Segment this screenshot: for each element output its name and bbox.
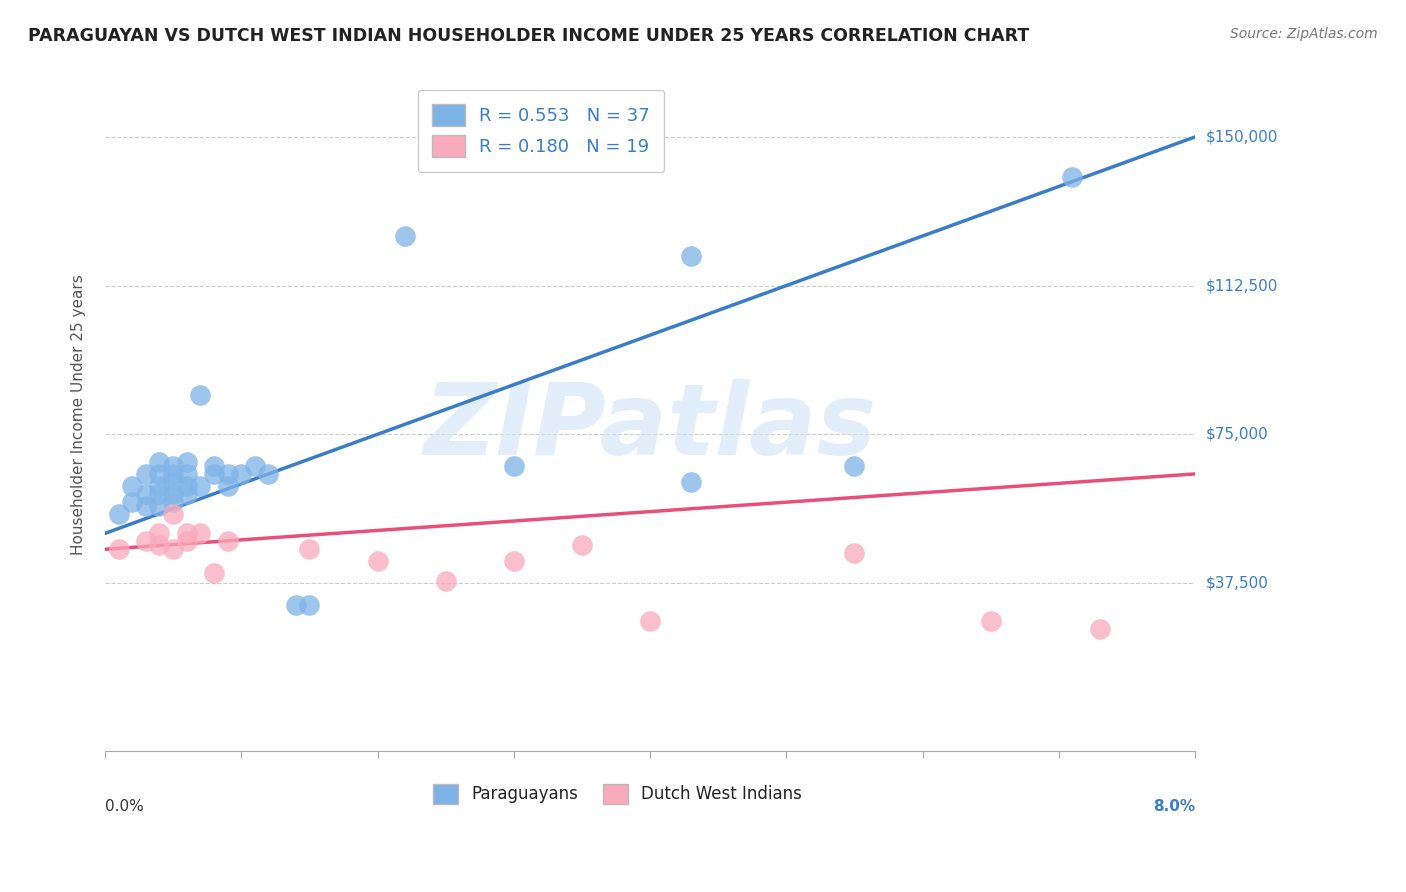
Point — [217, 467, 239, 481]
Point — [176, 534, 198, 549]
Point — [190, 526, 212, 541]
Point — [162, 467, 184, 481]
Legend: Paraguayans, Dutch West Indians: Paraguayans, Dutch West Indians — [426, 777, 808, 811]
Point — [638, 614, 661, 628]
Point — [148, 455, 170, 469]
Point — [135, 487, 157, 501]
Point — [298, 542, 321, 557]
Point — [121, 479, 143, 493]
Point — [679, 249, 702, 263]
Point — [202, 566, 225, 580]
Point — [434, 574, 457, 588]
Point — [502, 458, 524, 473]
Point — [190, 387, 212, 401]
Point — [176, 487, 198, 501]
Point — [298, 598, 321, 612]
Point — [148, 467, 170, 481]
Point — [844, 546, 866, 560]
Point — [231, 467, 253, 481]
Point — [190, 479, 212, 493]
Point — [257, 467, 280, 481]
Point — [148, 487, 170, 501]
Point — [217, 479, 239, 493]
Point — [148, 479, 170, 493]
Point — [162, 494, 184, 508]
Text: $112,500: $112,500 — [1206, 278, 1278, 293]
Point — [107, 507, 129, 521]
Point — [1062, 169, 1084, 184]
Point — [176, 526, 198, 541]
Point — [162, 487, 184, 501]
Text: PARAGUAYAN VS DUTCH WEST INDIAN HOUSEHOLDER INCOME UNDER 25 YEARS CORRELATION CH: PARAGUAYAN VS DUTCH WEST INDIAN HOUSEHOL… — [28, 27, 1029, 45]
Point — [571, 538, 593, 552]
Point — [679, 475, 702, 489]
Point — [162, 475, 184, 489]
Text: $150,000: $150,000 — [1206, 129, 1278, 145]
Point — [107, 542, 129, 557]
Point — [366, 554, 388, 568]
Point — [148, 499, 170, 513]
Text: $75,000: $75,000 — [1206, 426, 1268, 442]
Point — [148, 538, 170, 552]
Text: Source: ZipAtlas.com: Source: ZipAtlas.com — [1230, 27, 1378, 41]
Point — [980, 614, 1002, 628]
Point — [202, 467, 225, 481]
Point — [844, 458, 866, 473]
Point — [1088, 622, 1111, 636]
Point — [176, 479, 198, 493]
Point — [502, 554, 524, 568]
Point — [394, 229, 416, 244]
Point — [284, 598, 307, 612]
Point — [135, 534, 157, 549]
Text: 8.0%: 8.0% — [1153, 798, 1195, 814]
Point — [162, 507, 184, 521]
Point — [135, 499, 157, 513]
Y-axis label: Householder Income Under 25 years: Householder Income Under 25 years — [72, 274, 86, 555]
Point — [162, 542, 184, 557]
Point — [217, 534, 239, 549]
Text: $37,500: $37,500 — [1206, 575, 1270, 591]
Text: ZIPatlas: ZIPatlas — [423, 379, 876, 476]
Point — [243, 458, 266, 473]
Text: 0.0%: 0.0% — [105, 798, 143, 814]
Point — [148, 526, 170, 541]
Point — [202, 458, 225, 473]
Point — [135, 467, 157, 481]
Point — [121, 494, 143, 508]
Point — [176, 467, 198, 481]
Point — [176, 455, 198, 469]
Point — [162, 458, 184, 473]
